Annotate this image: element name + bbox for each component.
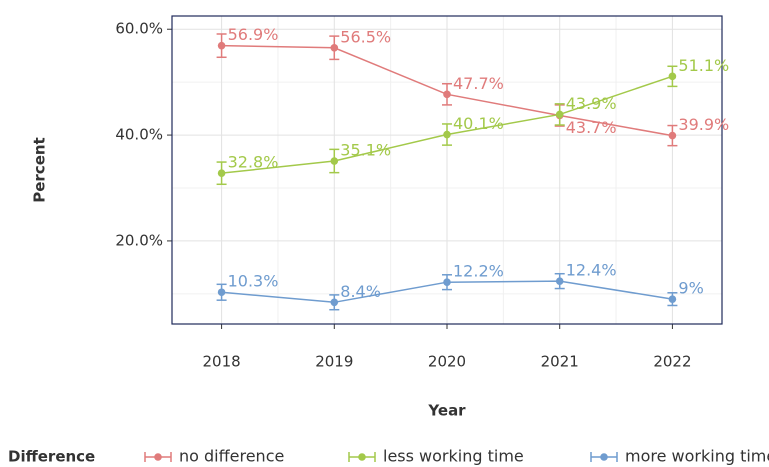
x-tick-label: 2022 xyxy=(653,353,691,371)
x-tick-label: 2021 xyxy=(541,353,579,371)
data-label: 43.7% xyxy=(566,118,617,137)
point xyxy=(443,278,451,286)
legend-point xyxy=(600,453,608,461)
data-label: 12.2% xyxy=(453,262,504,281)
data-label: 35.1% xyxy=(340,141,391,160)
data-label: 39.9% xyxy=(678,115,729,134)
data-label: 9% xyxy=(678,279,703,298)
y-axis-title: Percent xyxy=(31,137,49,202)
point xyxy=(555,277,564,285)
legend-point xyxy=(358,453,366,461)
data-label: 12.4% xyxy=(566,261,617,280)
point xyxy=(330,157,339,165)
data-label: 43.9% xyxy=(566,94,617,113)
x-tick-label: 2018 xyxy=(202,353,240,371)
point xyxy=(668,72,677,81)
point xyxy=(217,169,226,177)
point xyxy=(668,131,677,140)
x-axis-title: Year xyxy=(427,402,466,420)
data-label: 56.5% xyxy=(340,27,391,46)
point xyxy=(555,110,564,119)
legend-label: more working time xyxy=(625,447,769,466)
point xyxy=(330,298,339,307)
point xyxy=(443,90,451,99)
data-label: 51.1% xyxy=(678,56,729,75)
x-tick-label: 2019 xyxy=(315,353,353,371)
data-label: 32.8% xyxy=(228,153,279,172)
point xyxy=(668,295,677,303)
legend-label: no difference xyxy=(179,447,284,466)
data-label: 8.4% xyxy=(340,282,381,301)
point xyxy=(217,288,226,297)
legend-title: Difference xyxy=(8,448,95,466)
y-tick-label: 60.0% xyxy=(115,20,163,38)
legend-point xyxy=(154,453,162,461)
data-label: 40.1% xyxy=(453,114,504,133)
data-label: 47.7% xyxy=(453,74,504,93)
point xyxy=(443,130,451,139)
legend-label: less working time xyxy=(383,447,524,466)
point xyxy=(217,41,226,50)
data-label: 10.3% xyxy=(228,272,279,291)
y-tick-label: 20.0% xyxy=(115,231,163,249)
x-tick-label: 2020 xyxy=(428,353,466,371)
point xyxy=(330,43,339,52)
y-tick-label: 40.0% xyxy=(115,126,163,144)
plot-border xyxy=(171,15,723,325)
data-label: 56.9% xyxy=(228,25,279,44)
